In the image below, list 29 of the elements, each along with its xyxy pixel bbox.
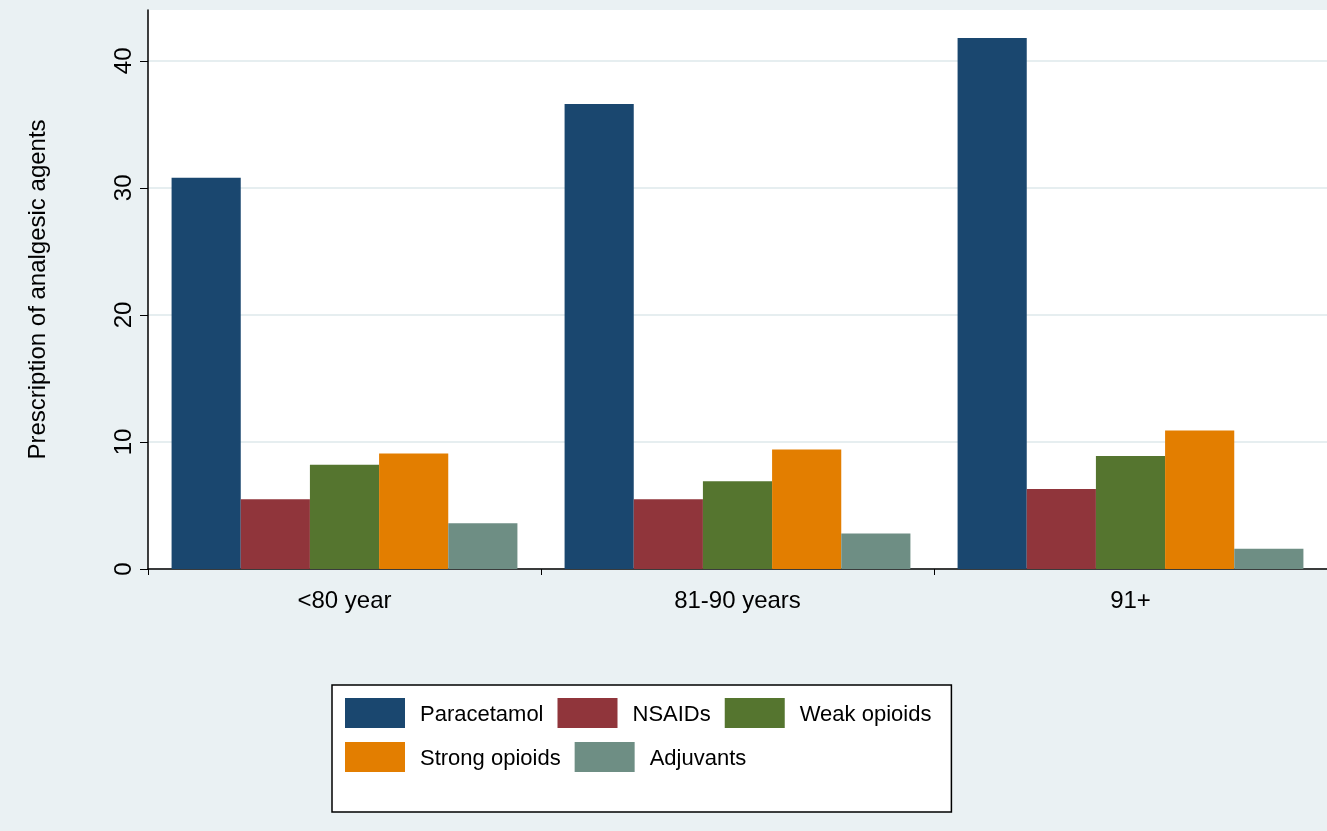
bar	[1234, 548, 1304, 569]
legend-label: NSAIDs	[632, 700, 711, 726]
bar	[171, 177, 241, 569]
bar	[772, 449, 842, 569]
bar	[1095, 455, 1166, 569]
bar	[957, 37, 1027, 569]
x-tick-label: <80 year	[297, 585, 392, 613]
bar	[633, 499, 703, 569]
y-axis-title: Prescription of analgesic agents	[22, 119, 50, 460]
bar	[309, 464, 380, 569]
bar	[1165, 430, 1235, 569]
legend-label: Strong opioids	[420, 744, 561, 770]
bar	[841, 533, 911, 569]
y-tick-label: 10	[108, 428, 136, 456]
x-tick-label: 91+	[1110, 585, 1151, 613]
x-tick-label: 81-90 years	[674, 585, 801, 613]
bar	[564, 104, 634, 569]
legend-label: Weak opioids	[799, 700, 932, 726]
bar	[1026, 488, 1096, 569]
bar	[448, 523, 518, 569]
bar	[702, 481, 773, 569]
legend-label: Adjuvants	[649, 744, 747, 770]
y-tick-label: 30	[108, 174, 136, 202]
bar	[240, 499, 310, 569]
y-tick-label: 0	[108, 562, 136, 576]
y-tick-label: 40	[108, 47, 136, 75]
bar	[379, 453, 449, 569]
y-tick-label: 20	[108, 301, 136, 329]
legend-label: Paracetamol	[420, 700, 544, 726]
